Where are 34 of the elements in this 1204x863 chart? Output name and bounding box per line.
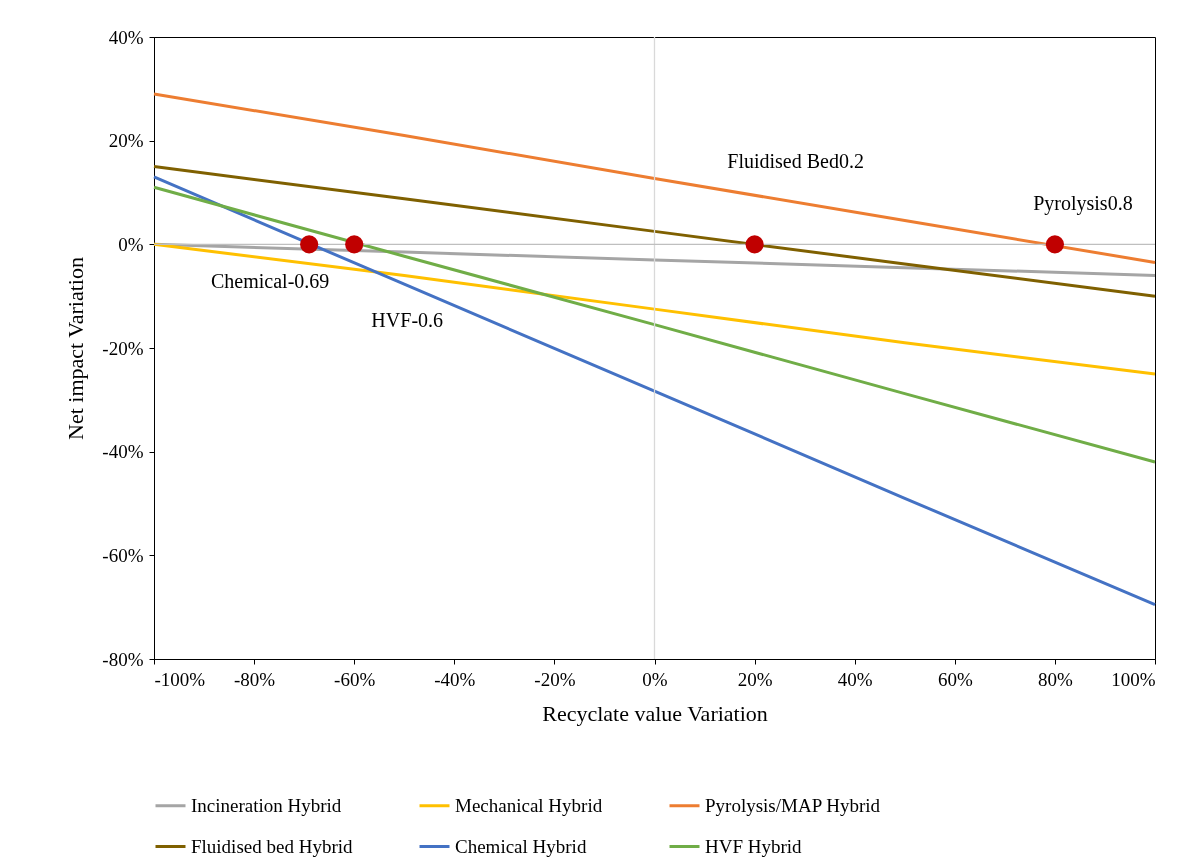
y-tick-label: 40% <box>108 26 144 48</box>
legend-label: Fluidised bed Hybrid <box>191 835 353 857</box>
x-tick-label: 100% <box>1111 668 1156 690</box>
annotation: Pyrolysis0.8 <box>1033 192 1133 216</box>
annotation: Chemical-0.69 <box>211 270 330 293</box>
y-tick-label: -40% <box>102 441 144 463</box>
x-tick-label: 20% <box>737 668 773 690</box>
x-axis-title: Recyclate value Variation <box>542 700 768 726</box>
x-tick-label: -20% <box>534 668 576 690</box>
x-tick-label: 40% <box>837 668 873 690</box>
x-tick-label: -40% <box>434 668 476 690</box>
y-tick-label: -20% <box>102 337 144 359</box>
line-series <box>152 242 1157 376</box>
x-tick-label: -100% <box>154 668 206 690</box>
x-tick-label: 80% <box>1037 668 1073 690</box>
annotation: Fluidised Bed0.2 <box>727 150 864 173</box>
y-axis-title: Net impact Variation <box>63 257 89 440</box>
x-tick-label: -80% <box>234 668 276 690</box>
x-tick-label: 60% <box>937 668 973 690</box>
y-tick-label: 0% <box>118 233 144 255</box>
line-series <box>152 175 1157 607</box>
legend-label: HVF Hybrid <box>705 835 803 857</box>
legend-label: Mechanical Hybrid <box>455 794 603 816</box>
line-series <box>152 185 1157 464</box>
y-tick-label: 20% <box>108 130 144 152</box>
line-series <box>152 92 1157 264</box>
legend-label: Incineration Hybrid <box>191 794 342 816</box>
y-tick-label: -60% <box>102 544 144 566</box>
y-tick-label: -80% <box>102 648 144 670</box>
x-tick-label: 0% <box>642 668 668 690</box>
legend-label: Chemical Hybrid <box>455 835 587 857</box>
legend-label: Pyrolysis/MAP Hybrid <box>705 794 881 816</box>
annotation: HVF-0.6 <box>371 309 444 332</box>
x-tick-label: -60% <box>334 668 376 690</box>
